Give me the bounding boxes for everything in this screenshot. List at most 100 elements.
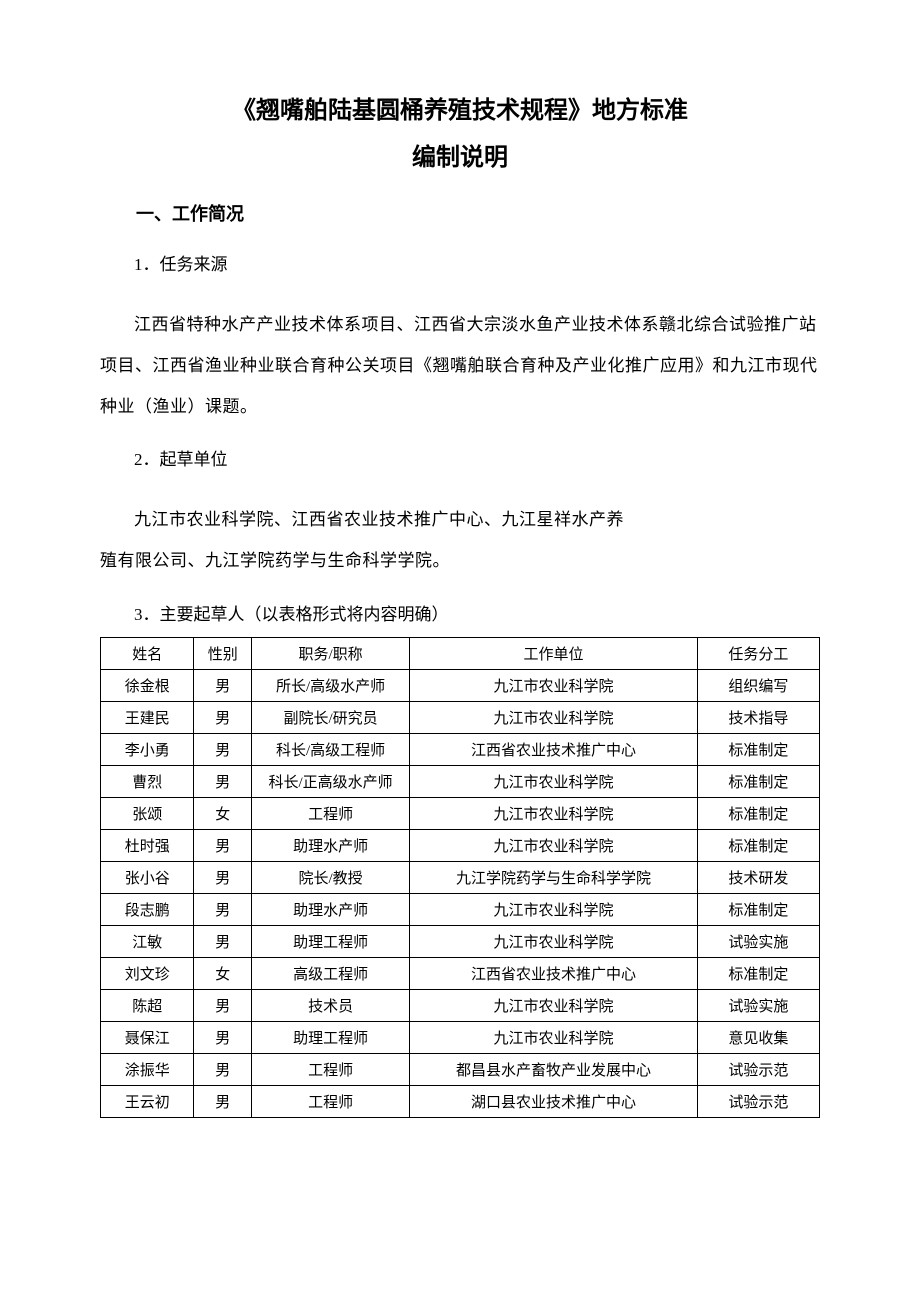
cell-unit: 九江市农业科学院 bbox=[410, 797, 698, 829]
table-row: 江敏男助理工程师九江市农业科学院试验实施 bbox=[101, 925, 820, 957]
cell-unit: 九江市农业科学院 bbox=[410, 1021, 698, 1053]
cell-gender: 男 bbox=[194, 861, 252, 893]
cell-unit: 九江市农业科学院 bbox=[410, 765, 698, 797]
subsection-1-2-label: 2．起草单位 bbox=[100, 445, 820, 470]
table-row: 张小谷男院长/教授九江学院药学与生命科学学院技术研发 bbox=[101, 861, 820, 893]
cell-unit: 江西省农业技术推广中心 bbox=[410, 733, 698, 765]
subsection-1-2-paragraph-2: 殖有限公司、九江学院药学与生命科学学院。 bbox=[100, 541, 820, 582]
cell-gender: 男 bbox=[194, 829, 252, 861]
cell-role: 技术指导 bbox=[697, 701, 819, 733]
cell-name: 聂保江 bbox=[101, 1021, 194, 1053]
cell-gender: 男 bbox=[194, 669, 252, 701]
cell-unit: 湖口县农业技术推广中心 bbox=[410, 1085, 698, 1117]
cell-unit: 都昌县水产畜牧产业发展中心 bbox=[410, 1053, 698, 1085]
cell-gender: 男 bbox=[194, 1021, 252, 1053]
cell-role: 组织编写 bbox=[697, 669, 819, 701]
cell-gender: 男 bbox=[194, 1085, 252, 1117]
cell-title: 工程师 bbox=[251, 797, 409, 829]
cell-title: 科长/高级工程师 bbox=[251, 733, 409, 765]
cell-title: 技术员 bbox=[251, 989, 409, 1021]
cell-gender: 男 bbox=[194, 989, 252, 1021]
cell-title: 所长/高级水产师 bbox=[251, 669, 409, 701]
subsection-1-1-paragraph: 江西省特种水产产业技术体系项目、江西省大宗淡水鱼产业技术体系赣北综合试验推广站项… bbox=[100, 305, 820, 427]
cell-role: 试验实施 bbox=[697, 925, 819, 957]
cell-gender: 男 bbox=[194, 925, 252, 957]
cell-role: 标准制定 bbox=[697, 797, 819, 829]
cell-role: 技术研发 bbox=[697, 861, 819, 893]
table-row: 王建民男副院长/研究员九江市农业科学院技术指导 bbox=[101, 701, 820, 733]
cell-title: 院长/教授 bbox=[251, 861, 409, 893]
cell-role: 意见收集 bbox=[697, 1021, 819, 1053]
cell-name: 张小谷 bbox=[101, 861, 194, 893]
header-unit: 工作单位 bbox=[410, 637, 698, 669]
cell-role: 标准制定 bbox=[697, 733, 819, 765]
table-row: 王云初男工程师湖口县农业技术推广中心试验示范 bbox=[101, 1085, 820, 1117]
cell-title: 助理工程师 bbox=[251, 1021, 409, 1053]
cell-unit: 江西省农业技术推广中心 bbox=[410, 957, 698, 989]
cell-title: 副院长/研究员 bbox=[251, 701, 409, 733]
cell-role: 标准制定 bbox=[697, 829, 819, 861]
cell-role: 试验示范 bbox=[697, 1085, 819, 1117]
cell-title: 工程师 bbox=[251, 1053, 409, 1085]
document-title-line-1: 《翘嘴舶陆基圆桶养殖技术规程》地方标准 bbox=[100, 90, 820, 125]
cell-name: 徐金根 bbox=[101, 669, 194, 701]
cell-unit: 九江市农业科学院 bbox=[410, 669, 698, 701]
cell-title: 助理水产师 bbox=[251, 893, 409, 925]
cell-gender: 女 bbox=[194, 797, 252, 829]
cell-name: 涂振华 bbox=[101, 1053, 194, 1085]
header-title: 职务/职称 bbox=[251, 637, 409, 669]
section-1-heading: 一、工作简况 bbox=[100, 200, 820, 226]
table-row: 涂振华男工程师都昌县水产畜牧产业发展中心试验示范 bbox=[101, 1053, 820, 1085]
cell-role: 标准制定 bbox=[697, 893, 819, 925]
table-row: 曹烈男科长/正高级水产师九江市农业科学院标准制定 bbox=[101, 765, 820, 797]
table-row: 李小勇男科长/高级工程师江西省农业技术推广中心标准制定 bbox=[101, 733, 820, 765]
cell-name: 曹烈 bbox=[101, 765, 194, 797]
cell-gender: 男 bbox=[194, 1053, 252, 1085]
subsection-1-3-label: 3．主要起草人（以表格形式将内容明确） bbox=[100, 600, 820, 625]
cell-unit: 九江市农业科学院 bbox=[410, 925, 698, 957]
cell-unit: 九江市农业科学院 bbox=[410, 701, 698, 733]
header-role: 任务分工 bbox=[697, 637, 819, 669]
cell-unit: 九江市农业科学院 bbox=[410, 893, 698, 925]
cell-title: 助理工程师 bbox=[251, 925, 409, 957]
cell-unit: 九江学院药学与生命科学学院 bbox=[410, 861, 698, 893]
table-row: 刘文珍女高级工程师江西省农业技术推广中心标准制定 bbox=[101, 957, 820, 989]
cell-role: 试验实施 bbox=[697, 989, 819, 1021]
cell-name: 刘文珍 bbox=[101, 957, 194, 989]
table-row: 杜时强男助理水产师九江市农业科学院标准制定 bbox=[101, 829, 820, 861]
table-header-row: 姓名 性别 职务/职称 工作单位 任务分工 bbox=[101, 637, 820, 669]
subsection-1-2-paragraph-1: 九江市农业科学院、江西省农业技术推广中心、九江星祥水产养 bbox=[100, 500, 820, 541]
cell-unit: 九江市农业科学院 bbox=[410, 829, 698, 861]
table-row: 聂保江男助理工程师九江市农业科学院意见收集 bbox=[101, 1021, 820, 1053]
cell-name: 杜时强 bbox=[101, 829, 194, 861]
cell-name: 王建民 bbox=[101, 701, 194, 733]
table-row: 张颂女工程师九江市农业科学院标准制定 bbox=[101, 797, 820, 829]
cell-role: 试验示范 bbox=[697, 1053, 819, 1085]
drafters-table: 姓名 性别 职务/职称 工作单位 任务分工 徐金根男所长/高级水产师九江市农业科… bbox=[100, 637, 820, 1118]
cell-gender: 男 bbox=[194, 733, 252, 765]
cell-gender: 女 bbox=[194, 957, 252, 989]
subsection-1-1-label: 1．任务来源 bbox=[100, 250, 820, 275]
cell-role: 标准制定 bbox=[697, 765, 819, 797]
cell-gender: 男 bbox=[194, 701, 252, 733]
cell-name: 江敏 bbox=[101, 925, 194, 957]
cell-title: 高级工程师 bbox=[251, 957, 409, 989]
cell-gender: 男 bbox=[194, 893, 252, 925]
cell-gender: 男 bbox=[194, 765, 252, 797]
header-gender: 性别 bbox=[194, 637, 252, 669]
cell-name: 陈超 bbox=[101, 989, 194, 1021]
header-name: 姓名 bbox=[101, 637, 194, 669]
cell-name: 张颂 bbox=[101, 797, 194, 829]
table-row: 陈超男技术员九江市农业科学院试验实施 bbox=[101, 989, 820, 1021]
cell-role: 标准制定 bbox=[697, 957, 819, 989]
cell-title: 助理水产师 bbox=[251, 829, 409, 861]
cell-unit: 九江市农业科学院 bbox=[410, 989, 698, 1021]
table-row: 徐金根男所长/高级水产师九江市农业科学院组织编写 bbox=[101, 669, 820, 701]
document-title-line-2: 编制说明 bbox=[100, 137, 820, 172]
cell-name: 王云初 bbox=[101, 1085, 194, 1117]
cell-name: 段志鹏 bbox=[101, 893, 194, 925]
cell-title: 科长/正高级水产师 bbox=[251, 765, 409, 797]
cell-title: 工程师 bbox=[251, 1085, 409, 1117]
table-row: 段志鹏男助理水产师九江市农业科学院标准制定 bbox=[101, 893, 820, 925]
cell-name: 李小勇 bbox=[101, 733, 194, 765]
